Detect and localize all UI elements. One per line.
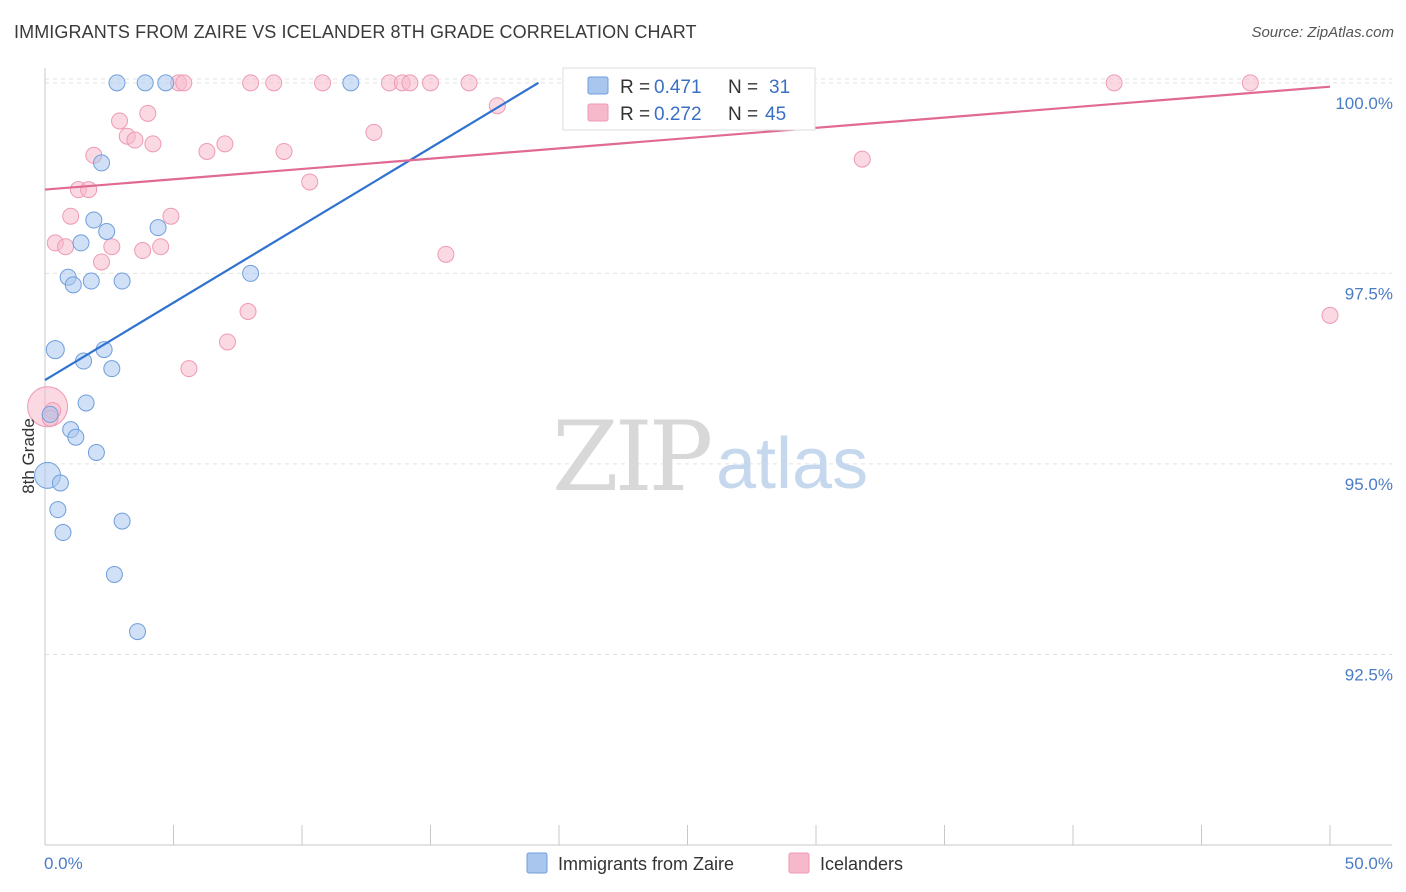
point-icelanders xyxy=(111,112,129,130)
legend: Immigrants from Zaire Icelanders xyxy=(526,852,903,874)
trend-lines xyxy=(44,81,1331,382)
point-icelanders xyxy=(62,207,80,225)
stats-n-value-zaire: 31 xyxy=(769,77,790,98)
point-zaire xyxy=(41,405,59,423)
stats-r-label-zaire: R = xyxy=(620,77,650,98)
point-zaire xyxy=(82,272,100,290)
stats-n-label-icelanders: N = xyxy=(728,104,758,125)
point-icelanders xyxy=(152,238,170,256)
point-zaire xyxy=(77,394,95,412)
y-tick-label: 95.0% xyxy=(1345,475,1393,494)
point-zaire xyxy=(93,154,111,172)
point-zaire xyxy=(49,501,67,519)
point-icelanders xyxy=(401,74,419,92)
point-icelanders xyxy=(1321,306,1339,324)
point-icelanders xyxy=(275,142,293,160)
watermark: ZIP atlas xyxy=(552,401,868,513)
point-icelanders xyxy=(134,242,152,260)
point-icelanders xyxy=(144,135,162,153)
point-zaire xyxy=(129,623,147,641)
point-icelanders xyxy=(218,333,236,351)
point-icelanders xyxy=(162,207,180,225)
point-zaire xyxy=(108,74,126,92)
point-icelanders xyxy=(1105,74,1123,92)
point-zaire xyxy=(98,222,116,240)
point-zaire xyxy=(67,428,85,446)
chart-title: IMMIGRANTS FROM ZAIRE VS ICELANDER 8TH G… xyxy=(14,22,697,42)
trend-line-icelanders xyxy=(44,85,1331,191)
y-axis-label: 8th Grade xyxy=(19,418,38,494)
legend-label-zaire: Immigrants from Zaire xyxy=(558,854,734,874)
y-tick-label: 92.5% xyxy=(1345,665,1393,684)
x-tick-label-max: 50.0% xyxy=(1345,854,1393,873)
y-tick-label: 100.0% xyxy=(1335,94,1393,113)
point-icelanders xyxy=(126,131,144,149)
point-icelanders xyxy=(301,173,319,191)
legend-swatch-zaire xyxy=(526,852,548,874)
point-icelanders xyxy=(239,303,257,321)
point-zaire xyxy=(342,74,360,92)
axes xyxy=(44,68,1392,846)
point-icelanders xyxy=(80,181,98,199)
y-tick-label: 97.5% xyxy=(1345,284,1393,303)
watermark-atlas: atlas xyxy=(716,424,868,504)
point-zaire xyxy=(85,211,103,229)
point-icelanders xyxy=(103,238,121,256)
point-icelanders xyxy=(180,360,198,378)
point-zaire xyxy=(149,219,167,237)
point-zaire xyxy=(51,474,69,492)
source-credit: Source: ZipAtlas.com xyxy=(1251,24,1394,41)
point-zaire xyxy=(242,264,260,282)
point-icelanders xyxy=(216,135,234,153)
point-icelanders xyxy=(460,74,478,92)
stats-box: R = 0.471 N = 31 R = 0.272 N = 45 xyxy=(562,67,816,131)
point-zaire xyxy=(72,234,90,252)
point-icelanders xyxy=(314,74,332,92)
stats-swatch-zaire xyxy=(587,76,609,95)
point-zaire xyxy=(87,444,105,461)
point-zaire xyxy=(113,272,131,290)
stats-r-label-icelanders: R = xyxy=(620,104,650,125)
point-icelanders xyxy=(853,150,871,168)
point-icelanders xyxy=(437,245,455,263)
point-zaire xyxy=(105,565,123,583)
stats-r-value-icelanders: 0.272 xyxy=(654,104,702,125)
stats-swatch-icelanders xyxy=(587,103,609,122)
point-zaire xyxy=(157,74,175,92)
point-zaire xyxy=(64,276,82,294)
point-icelanders xyxy=(422,74,439,92)
stats-r-value-zaire: 0.471 xyxy=(654,77,702,98)
point-icelanders xyxy=(175,74,193,92)
point-zaire xyxy=(45,340,65,360)
stats-n-value-icelanders: 45 xyxy=(765,104,786,125)
stats-n-label-zaire: N = xyxy=(728,77,758,98)
point-zaire xyxy=(54,524,72,542)
tick-labels: 92.5% 95.0% 97.5% 100.0% 0.0% 50.0% xyxy=(44,94,1393,873)
point-zaire xyxy=(136,74,154,92)
point-icelanders xyxy=(1241,74,1259,92)
point-icelanders xyxy=(365,123,383,141)
point-icelanders xyxy=(93,253,111,271)
data-points xyxy=(27,74,1339,641)
point-icelanders xyxy=(198,142,216,160)
point-icelanders xyxy=(265,74,283,92)
point-icelanders xyxy=(242,74,260,92)
watermark-zip: ZIP xyxy=(552,401,711,513)
x-tick-label-min: 0.0% xyxy=(44,854,83,873)
gridlines xyxy=(45,78,1392,655)
point-icelanders xyxy=(139,104,157,122)
trend-line-zaire xyxy=(44,81,540,382)
point-zaire xyxy=(113,512,131,530)
point-zaire xyxy=(103,360,121,378)
legend-swatch-icelanders xyxy=(788,852,810,874)
point-icelanders xyxy=(57,238,75,256)
legend-label-icelanders: Icelanders xyxy=(820,854,903,874)
